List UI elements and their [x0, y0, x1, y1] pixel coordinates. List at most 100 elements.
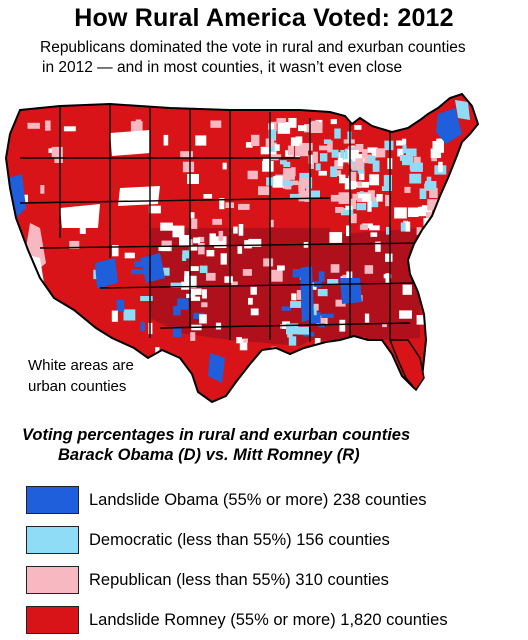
- maine-democratic: [455, 100, 470, 120]
- county-cell-203: [63, 126, 76, 132]
- county-cell-159: [406, 148, 417, 157]
- county-cell-125: [362, 149, 368, 155]
- county-cell-269: [314, 338, 321, 347]
- county-cell-249: [271, 269, 283, 282]
- county-cell-59: [268, 129, 277, 141]
- county-cell-317: [111, 310, 118, 322]
- county-cell-296: [290, 301, 302, 308]
- county-cell-80: [282, 180, 293, 186]
- county-cell-181: [237, 246, 243, 254]
- new-england-obama: [436, 108, 462, 144]
- county-cell-104: [419, 188, 427, 199]
- county-cell-151: [430, 148, 442, 158]
- legend-title-line-2: Barack Obama (D) vs. Mitt Romney (R): [58, 446, 360, 464]
- county-cell-70: [291, 167, 296, 177]
- county-cell-115: [369, 197, 379, 208]
- county-cell-209: [210, 120, 222, 128]
- legend-label-republican: Republican (less than 55%) 310 counties: [89, 570, 389, 589]
- county-cell-241: [382, 322, 387, 328]
- county-cell-166: [386, 226, 391, 235]
- county-cell-143: [343, 139, 355, 144]
- legend: Landslide Obama (55% or more) 238 counti…: [26, 480, 526, 640]
- us-map-graphic: [5, 93, 479, 403]
- county-cell-1: [309, 162, 314, 169]
- county-cell-109: [367, 147, 378, 153]
- county-cell-141: [383, 174, 392, 187]
- county-cell-168: [399, 155, 413, 161]
- county-cell-266: [399, 310, 412, 319]
- county-cell-86: [298, 190, 309, 202]
- county-cell-307: [193, 312, 205, 319]
- county-cell-314: [199, 314, 207, 324]
- wyoming-urban: [118, 186, 160, 206]
- county-cell-255: [277, 265, 285, 271]
- county-cell-145: [361, 193, 371, 202]
- county-cell-208: [206, 272, 216, 281]
- county-cell-27: [276, 118, 287, 123]
- county-cell-321: [173, 305, 181, 316]
- legend-item-landslide-obama: Landslide Obama (55% or more) 238 counti…: [26, 480, 526, 520]
- legend-swatch-landslide-romney: [26, 606, 79, 634]
- county-cell-176: [187, 174, 199, 184]
- county-cell-82: [288, 118, 297, 128]
- county-cell-146: [335, 207, 344, 213]
- county-cell-265: [193, 237, 201, 244]
- county-cell-231: [329, 232, 343, 243]
- county-cell-291: [316, 345, 326, 351]
- county-cell-122: [347, 150, 359, 160]
- county-cell-189: [195, 135, 207, 146]
- county-cell-170: [367, 200, 372, 212]
- state-border-12: [39, 242, 421, 249]
- county-cell-192: [219, 198, 225, 210]
- nevada-urban: [60, 204, 100, 228]
- county-cell-76: [301, 143, 313, 151]
- county-cell-95: [397, 148, 404, 157]
- county-fill-layer: [6, 94, 478, 402]
- county-cell-242: [239, 338, 248, 351]
- new-mexico-obama: [140, 253, 165, 283]
- county-cell-277: [218, 230, 224, 242]
- county-cell-154: [368, 155, 376, 164]
- county-cell-285: [318, 323, 325, 328]
- county-cell-250: [248, 238, 262, 247]
- county-cell-172: [238, 203, 250, 210]
- county-cell-187: [54, 156, 63, 163]
- county-cell-188: [191, 218, 198, 229]
- county-cell-138: [350, 213, 357, 224]
- county-cell-286: [288, 336, 297, 346]
- county-cell-276: [243, 338, 248, 343]
- county-cell-306: [170, 282, 182, 288]
- alabama-blackbelt-obama: [340, 278, 362, 304]
- county-cell-237: [342, 274, 349, 279]
- county-cell-263: [385, 253, 393, 262]
- county-cell-293: [281, 306, 292, 311]
- urban-note-line-2: urban counties: [28, 378, 127, 395]
- county-cell-163: [345, 205, 353, 210]
- county-cell-136: [407, 207, 419, 217]
- county-cell-309: [116, 300, 125, 312]
- county-cell-81: [270, 154, 282, 159]
- county-cell-173: [258, 186, 271, 195]
- county-cell-274: [224, 276, 233, 283]
- county-cell-295: [321, 313, 334, 318]
- county-cell-207: [190, 266, 199, 271]
- county-cell-219: [385, 273, 390, 284]
- legend-title: Voting percentages in rural and exurban …: [22, 425, 522, 465]
- county-cell-218: [370, 232, 378, 237]
- county-cell-62: [295, 145, 308, 157]
- urban-note-line-1: White areas are: [28, 357, 134, 374]
- county-cell-239: [250, 308, 259, 316]
- county-cell-213: [364, 313, 370, 323]
- county-cell-98: [331, 149, 339, 158]
- legend-item-landslide-romney: Landslide Romney (55% or more) 1,820 cou…: [26, 600, 526, 640]
- county-cell-299: [182, 250, 190, 259]
- county-cell-72: [330, 119, 337, 125]
- county-cell-103: [413, 156, 421, 167]
- county-cell-283: [286, 323, 299, 335]
- pacific-coast-obama: [8, 174, 26, 218]
- county-cell-164: [425, 181, 437, 190]
- mississippi-delta-obama: [300, 266, 314, 322]
- county-cell-148: [358, 193, 364, 198]
- subtitle-line-1: Republicans dominated the vote in rural …: [40, 39, 466, 56]
- county-cell-308: [134, 261, 143, 268]
